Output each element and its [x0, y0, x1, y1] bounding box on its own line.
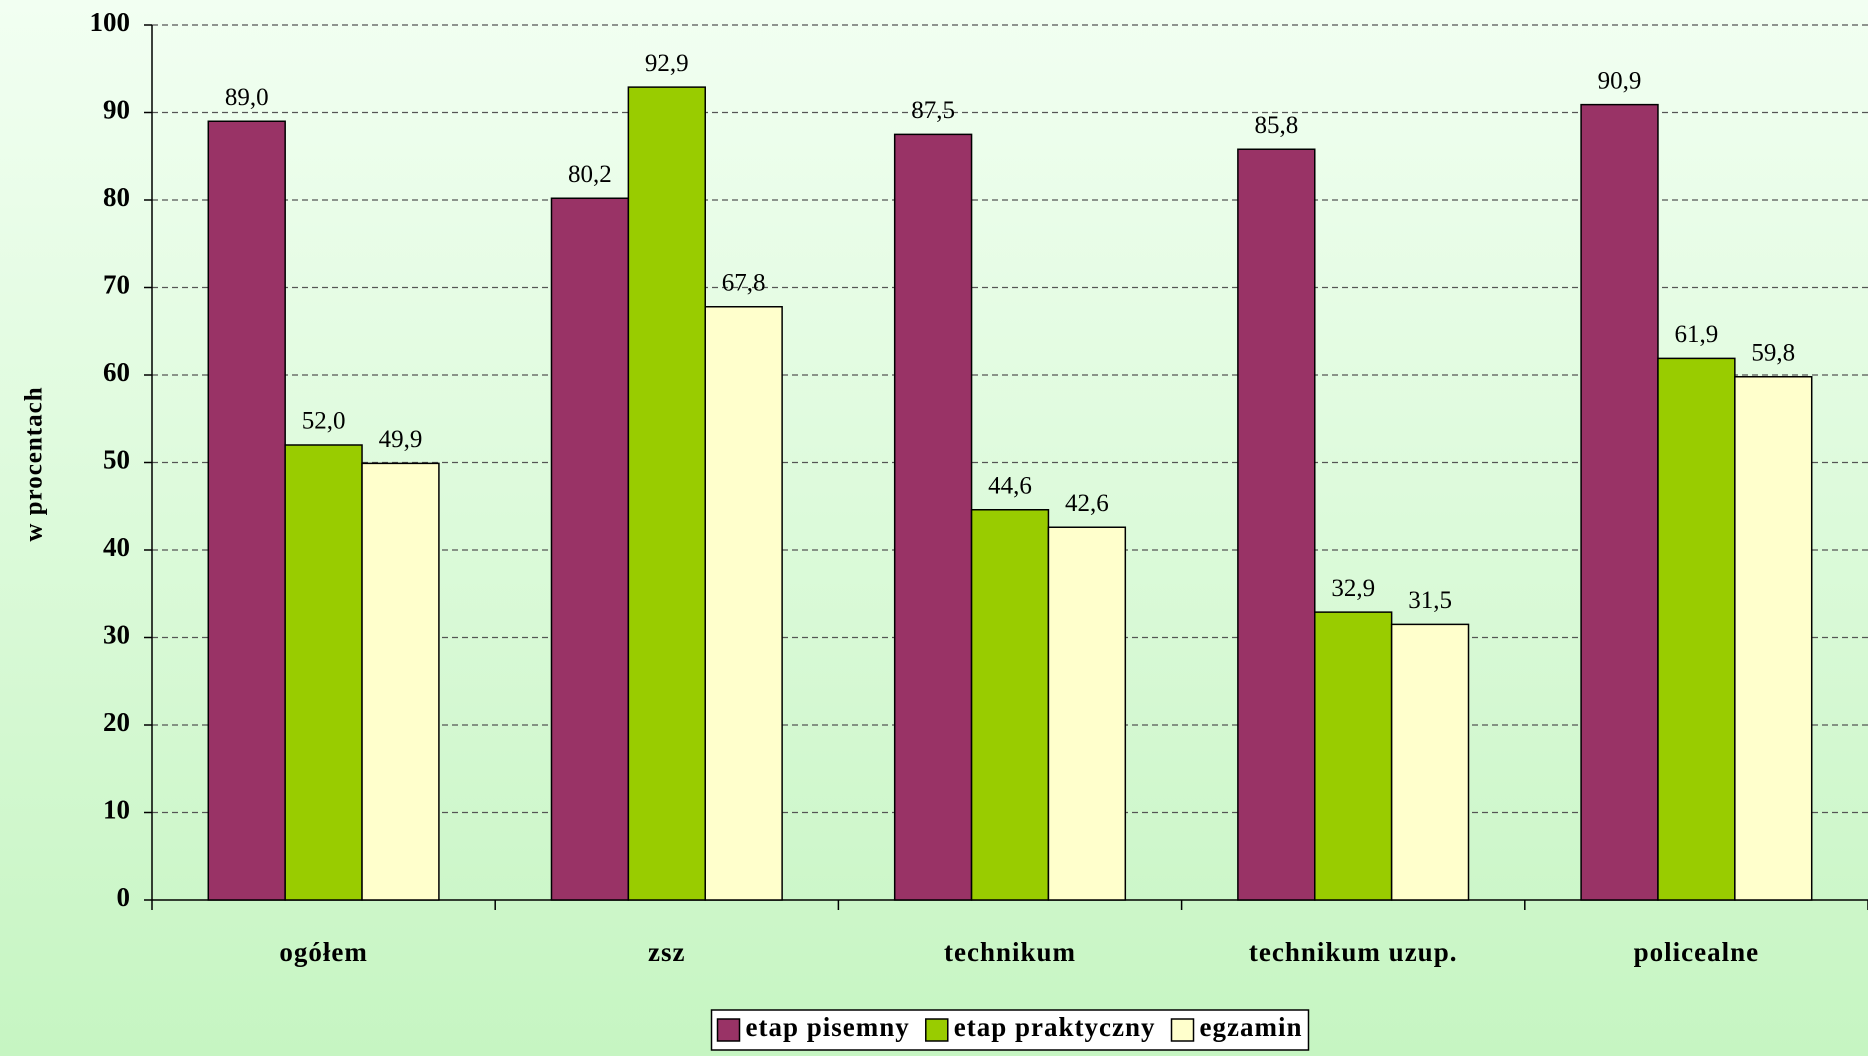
value-label: 92,9 — [645, 50, 689, 77]
value-label: 44,6 — [988, 472, 1032, 499]
value-label: 90,9 — [1598, 67, 1642, 94]
bar — [284, 444, 363, 901]
y-tick-label: 80 — [103, 182, 130, 212]
value-label: 59,8 — [1751, 339, 1795, 366]
value-label: 32,9 — [1331, 575, 1375, 602]
bar — [550, 197, 630, 901]
x-tick-label: policealne — [1634, 937, 1760, 967]
legend-swatch — [716, 1018, 741, 1042]
value-label: 85,8 — [1254, 112, 1298, 139]
value-label: 87,5 — [911, 97, 955, 124]
y-tick-label: 30 — [103, 620, 130, 650]
y-tick-label: 20 — [103, 707, 130, 737]
bar — [704, 306, 783, 901]
bar — [1314, 611, 1393, 901]
legend-swatch — [925, 1018, 949, 1042]
bar — [1657, 357, 1736, 901]
bar — [1580, 103, 1659, 901]
value-label: 52,0 — [302, 408, 346, 435]
value-label: 31,5 — [1408, 587, 1452, 614]
x-tick-label: technikum uzup. — [1249, 937, 1458, 967]
legend-box — [710, 1009, 1310, 1051]
value-label: 42,6 — [1065, 490, 1109, 517]
bar — [893, 133, 973, 901]
bar — [1734, 376, 1813, 901]
x-tick-label: ogółem — [279, 937, 367, 967]
y-tick-label: 70 — [103, 270, 130, 300]
bar — [207, 120, 286, 901]
x-tick-label: technikum — [944, 937, 1076, 967]
bar — [361, 462, 440, 901]
value-label: 67,8 — [722, 269, 766, 296]
y-axis-title: w procentach — [21, 386, 48, 541]
bar — [970, 509, 1050, 901]
value-label: 89,0 — [225, 84, 269, 111]
legend-label: etap pisemny — [746, 1012, 910, 1042]
y-tick-label: 100 — [90, 7, 131, 37]
y-tick-label: 50 — [103, 445, 130, 475]
y-tick-label: 10 — [103, 795, 130, 825]
legend-swatch — [1170, 1018, 1195, 1042]
legend-label: egzamin — [1200, 1012, 1303, 1042]
y-tick-label: 60 — [103, 357, 130, 387]
legend-label: etap praktyczny — [954, 1012, 1156, 1042]
y-tick-label: 40 — [103, 532, 130, 562]
y-tick-label: 90 — [103, 95, 130, 125]
bar — [1047, 526, 1127, 901]
value-label: 61,9 — [1675, 321, 1719, 348]
value-label: 80,2 — [568, 161, 612, 188]
bar — [1390, 623, 1470, 901]
y-tick-label: 0 — [117, 882, 131, 912]
x-tick-label: zsz — [648, 937, 685, 967]
bar — [627, 86, 706, 901]
bar — [1237, 148, 1316, 901]
value-label: 49,9 — [379, 426, 423, 453]
